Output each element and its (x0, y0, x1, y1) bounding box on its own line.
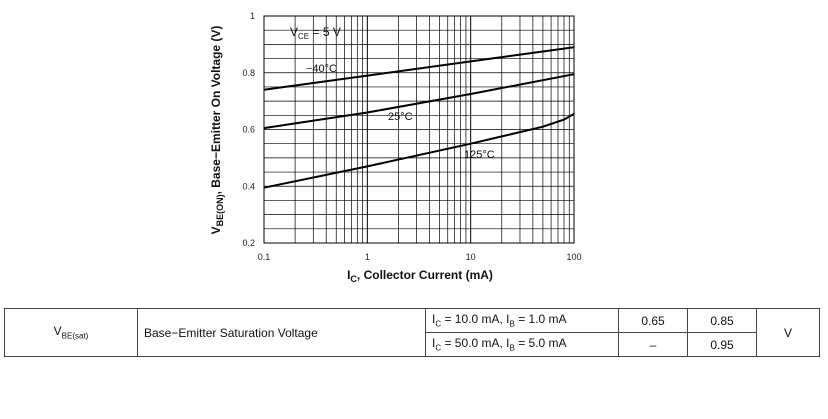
y-tick-label: 0.4 (242, 181, 255, 191)
x-tick-label: 1 (365, 252, 370, 262)
condition-cell: IC = 10.0 mA, IB = 1.0 mA (426, 309, 619, 333)
max-value-cell: 0.95 (688, 333, 757, 357)
x-tick-label: 10 (466, 252, 476, 262)
chart-ticks: 0.1 1 10 100 0.2 0.4 0.6 0.8 1 (242, 11, 581, 262)
y-tick-label: 0.6 (242, 125, 255, 135)
spec-table: VBE(sat) Base−Emitter Saturation Voltage… (4, 308, 820, 357)
x-tick-label: 0.1 (258, 252, 271, 262)
min-value-cell: 0.65 (619, 309, 688, 333)
y-axis-title: VBE(ON), Base−Emitter On Voltage (V) (209, 26, 225, 235)
description-cell: Base−Emitter Saturation Voltage (138, 309, 426, 357)
y-tick-label: 0.2 (242, 238, 255, 248)
table-row: VBE(sat) Base−Emitter Saturation Voltage… (5, 309, 820, 333)
series-label-25: 25°C (388, 111, 413, 123)
min-value-cell: – (619, 333, 688, 357)
series-line-2 (264, 114, 574, 188)
y-tick-label: 1 (250, 11, 255, 21)
x-tick-label: 100 (566, 252, 581, 262)
max-value-cell: 0.85 (688, 309, 757, 333)
series-label-125: 125°C (464, 149, 495, 161)
condition-cell: IC = 50.0 mA, IB = 5.0 mA (426, 333, 619, 357)
series-label-minus40: −40°C (306, 63, 337, 75)
y-tick-label: 0.8 (242, 68, 255, 78)
vce-annotation: VCE = 5 V (290, 25, 341, 41)
symbol-cell: VBE(sat) (5, 309, 138, 357)
chart: 0.1 1 10 100 0.2 0.4 0.6 0.8 1 VCE = 5 V −40°C 2… (0, 0, 828, 300)
unit-cell: V (757, 309, 820, 357)
x-axis-title: IC, Collector Current (mA) (347, 268, 493, 284)
